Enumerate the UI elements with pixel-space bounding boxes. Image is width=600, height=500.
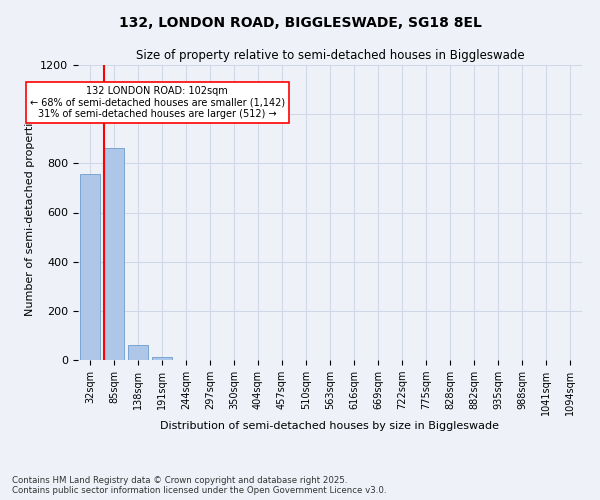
- Text: 132, LONDON ROAD, BIGGLESWADE, SG18 8EL: 132, LONDON ROAD, BIGGLESWADE, SG18 8EL: [119, 16, 481, 30]
- X-axis label: Distribution of semi-detached houses by size in Biggleswade: Distribution of semi-detached houses by …: [161, 420, 499, 430]
- Bar: [152, 357, 172, 360]
- Bar: [104, 148, 124, 360]
- Text: 132 LONDON ROAD: 102sqm
← 68% of semi-detached houses are smaller (1,142)
31% of: 132 LONDON ROAD: 102sqm ← 68% of semi-de…: [29, 86, 285, 119]
- Bar: [80, 174, 100, 360]
- Y-axis label: Number of semi-detached properties: Number of semi-detached properties: [25, 110, 35, 316]
- Bar: [128, 345, 148, 360]
- Title: Size of property relative to semi-detached houses in Biggleswade: Size of property relative to semi-detach…: [136, 50, 524, 62]
- Text: Contains HM Land Registry data © Crown copyright and database right 2025.
Contai: Contains HM Land Registry data © Crown c…: [12, 476, 386, 495]
